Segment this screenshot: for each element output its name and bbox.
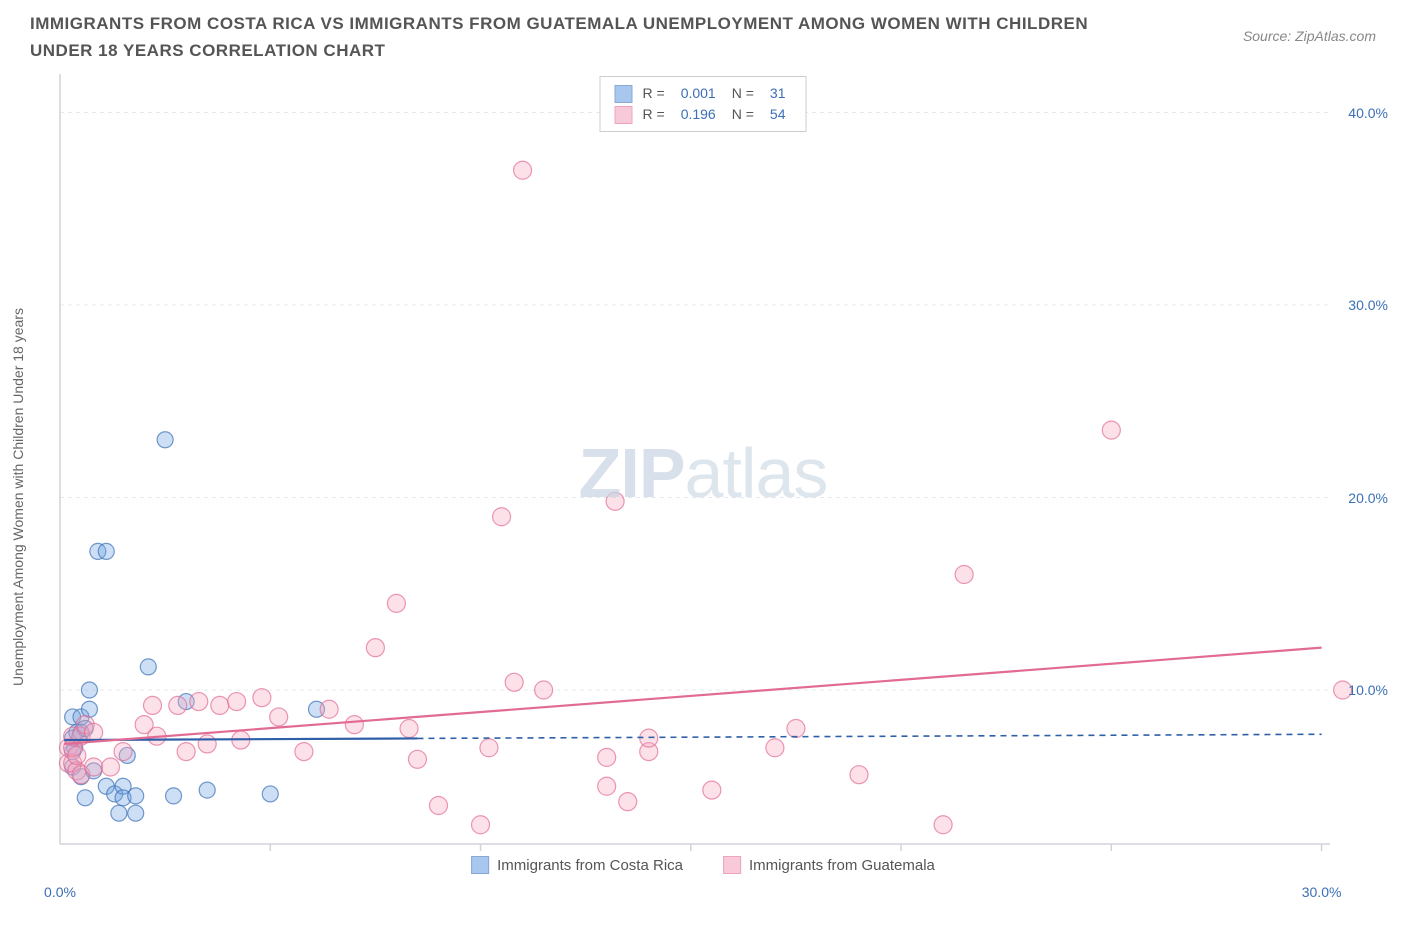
y-tick-label: 40.0% (1348, 105, 1388, 121)
legend-stat-row: R =0.001N =31 (615, 83, 792, 104)
legend-swatch-icon (723, 856, 741, 874)
legend-stat-row: R =0.196N =54 (615, 104, 792, 125)
x-tick-label: 0.0% (44, 884, 76, 900)
y-tick-label: 10.0% (1348, 682, 1388, 698)
chart-container: Unemployment Among Women with Children U… (10, 74, 1396, 904)
scatter-chart (10, 74, 1396, 904)
legend-swatch-icon (615, 106, 633, 124)
legend-series: Immigrants from Costa Rica Immigrants fro… (471, 856, 935, 874)
legend-series-item: Immigrants from Costa Rica (471, 856, 683, 874)
y-tick-label: 30.0% (1348, 297, 1388, 313)
chart-title: IMMIGRANTS FROM COSTA RICA VS IMMIGRANTS… (30, 10, 1130, 64)
source-attribution: Source: ZipAtlas.com (1243, 28, 1376, 44)
x-tick-label: 30.0% (1302, 884, 1342, 900)
legend-series-item: Immigrants from Guatemala (723, 856, 935, 874)
legend-swatch-icon (615, 85, 633, 103)
legend-swatch-icon (471, 856, 489, 874)
y-tick-label: 20.0% (1348, 490, 1388, 506)
legend-stats: R =0.001N =31R =0.196N =54 (600, 76, 807, 132)
